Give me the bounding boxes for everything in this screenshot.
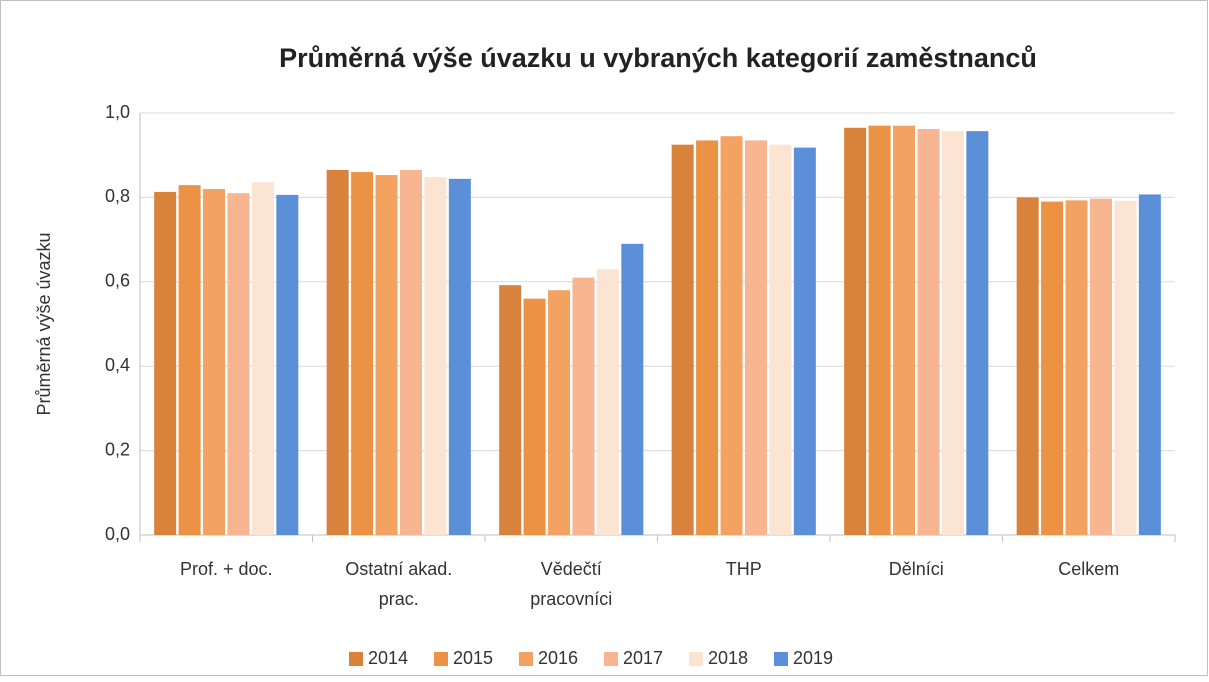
bar xyxy=(793,147,816,535)
bar xyxy=(621,243,644,535)
bar xyxy=(523,298,546,535)
bar xyxy=(326,169,349,535)
y-tick-label: 0,0 xyxy=(105,524,130,544)
bar xyxy=(671,144,694,535)
legend-label: 2014 xyxy=(368,648,408,668)
legend-label: 2019 xyxy=(793,648,833,668)
bar xyxy=(1138,194,1161,536)
x-tick-label: Celkem xyxy=(1058,559,1119,579)
y-tick-label: 0,8 xyxy=(105,186,130,206)
bar xyxy=(1089,198,1112,535)
x-tick-label: Dělníci xyxy=(889,559,944,579)
bar xyxy=(966,131,989,535)
x-tick-label: THP xyxy=(726,559,762,579)
bar xyxy=(548,290,571,535)
legend-label: 2017 xyxy=(623,648,663,668)
bar xyxy=(424,177,447,536)
bar xyxy=(844,127,867,536)
bar xyxy=(596,269,619,535)
bar xyxy=(154,191,177,535)
chart-title: Průměrná výše úvazku u vybraných kategor… xyxy=(279,43,1037,73)
bar xyxy=(893,125,916,535)
legend-swatch xyxy=(689,652,703,666)
bar xyxy=(941,131,964,535)
bar xyxy=(203,188,226,535)
x-tick-label: Ostatní akad. prac. xyxy=(345,559,452,609)
bar xyxy=(351,172,374,535)
bar xyxy=(917,129,940,535)
legend-swatch xyxy=(774,652,788,666)
legend-label: 2018 xyxy=(708,648,748,668)
y-tick-label: 0,4 xyxy=(105,355,130,375)
bar xyxy=(1065,200,1088,535)
legend-swatch xyxy=(604,652,618,666)
bar xyxy=(1016,197,1039,535)
legend-swatch xyxy=(434,652,448,666)
bar xyxy=(251,182,274,535)
legend-swatch xyxy=(349,652,363,666)
bar xyxy=(499,285,522,535)
bar xyxy=(276,194,299,536)
bar xyxy=(769,144,792,535)
legend-label: 2015 xyxy=(453,648,493,668)
y-tick-label: 0,2 xyxy=(105,439,130,459)
bar xyxy=(1041,201,1064,535)
bar xyxy=(744,140,767,535)
x-tick-label: Prof. + doc. xyxy=(180,559,273,579)
bar xyxy=(572,277,595,535)
bar xyxy=(399,169,422,535)
x-tick-label: Vědečtí pracovníci xyxy=(530,559,612,609)
legend-label: 2016 xyxy=(538,648,578,668)
bar xyxy=(1114,200,1137,535)
bar xyxy=(868,125,891,535)
bar xyxy=(227,193,250,535)
y-axis-label: Průměrná výše úvazku xyxy=(34,232,54,415)
bar xyxy=(375,175,398,535)
bar xyxy=(720,136,743,535)
y-tick-label: 0,6 xyxy=(105,271,130,291)
bar xyxy=(178,185,201,536)
y-tick-label: 1,0 xyxy=(105,102,130,122)
bar xyxy=(448,178,471,535)
legend-swatch xyxy=(519,652,533,666)
bar xyxy=(696,140,719,535)
